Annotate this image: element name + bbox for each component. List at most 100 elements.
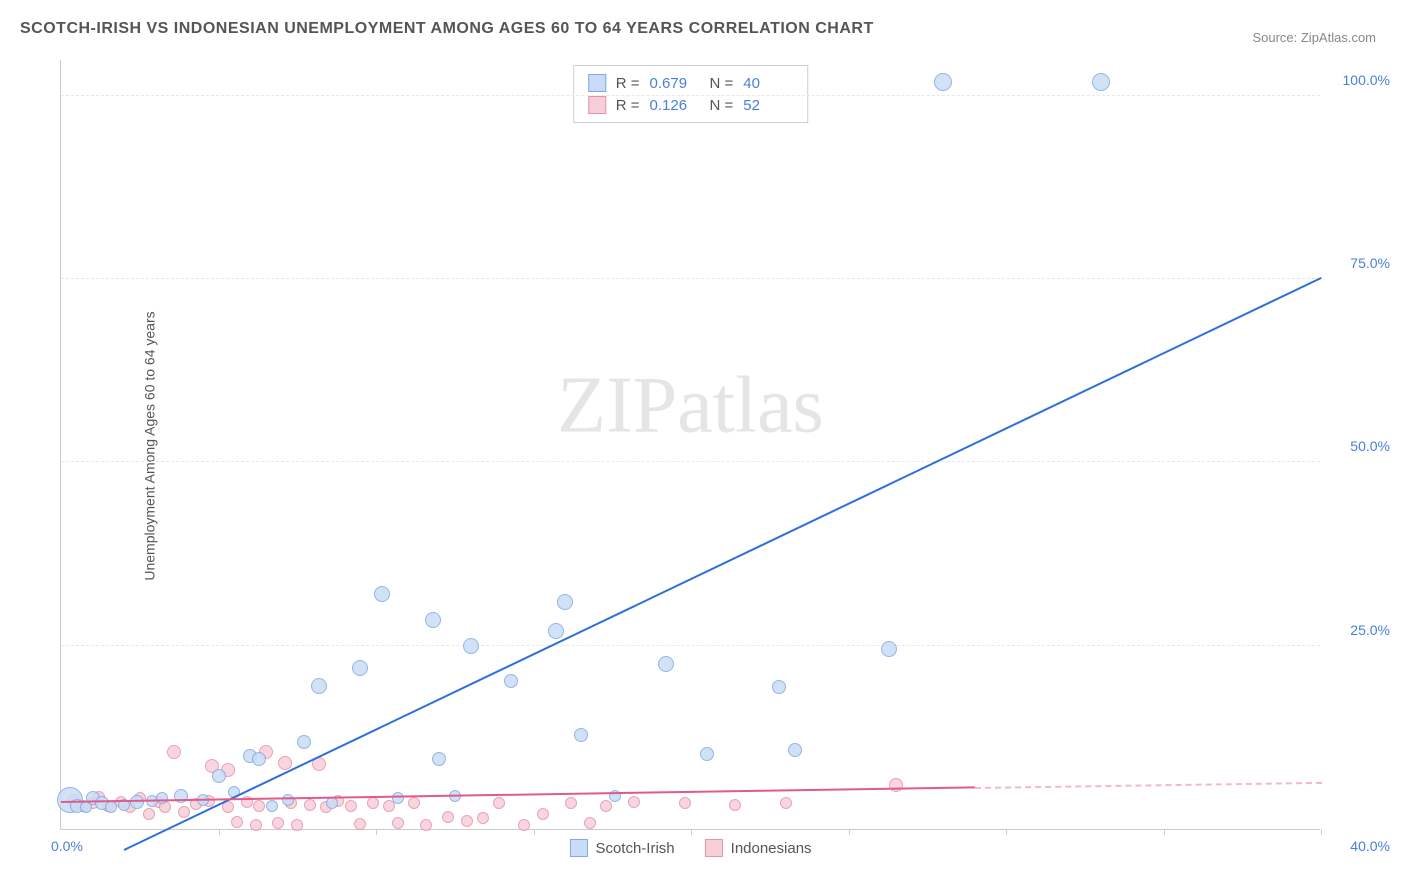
scatter-point-series1 bbox=[504, 674, 518, 688]
scatter-point-series2 bbox=[628, 796, 640, 808]
swatch-series1 bbox=[588, 74, 606, 92]
y-tick-label: 75.0% bbox=[1350, 255, 1390, 271]
scatter-point-series1 bbox=[658, 656, 674, 672]
r-label: R = bbox=[616, 97, 640, 114]
scatter-point-series2 bbox=[442, 811, 454, 823]
swatch-series2 bbox=[588, 96, 606, 114]
x-tick bbox=[1006, 829, 1007, 835]
scatter-point-series1 bbox=[212, 769, 226, 783]
legend-item-series1: Scotch-Irish bbox=[569, 839, 674, 857]
legend-label-series2: Indonesians bbox=[731, 840, 812, 857]
source-attribution: Source: ZipAtlas.com bbox=[1252, 30, 1376, 45]
x-tick bbox=[219, 829, 220, 835]
legend-label-series1: Scotch-Irish bbox=[595, 840, 674, 857]
x-axis-end-label: 40.0% bbox=[1350, 838, 1390, 854]
stats-row-series2: R = 0.126 N = 52 bbox=[588, 94, 794, 116]
scatter-point-series2 bbox=[408, 797, 420, 809]
legend-swatch-series2 bbox=[705, 839, 723, 857]
scatter-point-series2 bbox=[250, 819, 262, 831]
scatter-point-series1 bbox=[297, 735, 311, 749]
scatter-point-series1 bbox=[374, 586, 390, 602]
scatter-point-series2 bbox=[537, 808, 549, 820]
gridline-horizontal bbox=[61, 645, 1320, 646]
gridline-horizontal bbox=[61, 95, 1320, 96]
legend-swatch-series1 bbox=[569, 839, 587, 857]
scatter-point-series2 bbox=[253, 800, 265, 812]
scatter-point-series1 bbox=[772, 680, 786, 694]
x-tick bbox=[849, 829, 850, 835]
scatter-point-series2 bbox=[272, 817, 284, 829]
y-tick-label: 50.0% bbox=[1350, 438, 1390, 454]
scatter-point-series2 bbox=[679, 797, 691, 809]
scatter-point-series1 bbox=[557, 594, 573, 610]
scatter-point-series2 bbox=[167, 745, 181, 759]
scatter-point-series2 bbox=[345, 800, 357, 812]
scatter-point-series2 bbox=[461, 815, 473, 827]
scatter-point-series2 bbox=[889, 778, 903, 792]
scatter-point-series2 bbox=[354, 818, 366, 830]
scatter-point-series1 bbox=[156, 792, 168, 804]
x-tick bbox=[1164, 829, 1165, 835]
scatter-point-series2 bbox=[143, 808, 155, 820]
scatter-point-series1 bbox=[700, 747, 714, 761]
trend-line-series2-extrapolation bbox=[974, 782, 1321, 789]
chart-plot-area: ZIPatlas R = 0.679 N = 40 R = 0.126 N = … bbox=[60, 60, 1320, 830]
n-value-series2: 52 bbox=[743, 97, 793, 114]
x-tick bbox=[534, 829, 535, 835]
x-tick bbox=[376, 829, 377, 835]
scatter-point-series1 bbox=[425, 612, 441, 628]
scatter-point-series1 bbox=[463, 638, 479, 654]
scatter-point-series2 bbox=[420, 819, 432, 831]
scatter-point-series1 bbox=[574, 728, 588, 742]
scatter-point-series1 bbox=[326, 797, 338, 809]
scatter-point-series2 bbox=[584, 817, 596, 829]
scatter-point-series2 bbox=[477, 812, 489, 824]
scatter-point-series2 bbox=[565, 797, 577, 809]
scatter-point-series2 bbox=[518, 819, 530, 831]
scatter-point-series2 bbox=[729, 799, 741, 811]
legend: Scotch-Irish Indonesians bbox=[569, 839, 811, 857]
chart-title: SCOTCH-IRISH VS INDONESIAN UNEMPLOYMENT … bbox=[20, 20, 874, 38]
x-tick bbox=[691, 829, 692, 835]
n-value-series1: 40 bbox=[743, 75, 793, 92]
legend-item-series2: Indonesians bbox=[705, 839, 812, 857]
scatter-point-series1 bbox=[432, 752, 446, 766]
n-label: N = bbox=[710, 97, 734, 114]
scatter-point-series1 bbox=[282, 794, 294, 806]
scatter-point-series1 bbox=[881, 641, 897, 657]
scatter-point-series2 bbox=[600, 800, 612, 812]
watermark: ZIPatlas bbox=[557, 361, 824, 452]
scatter-point-series1 bbox=[130, 795, 144, 809]
scatter-point-series2 bbox=[291, 819, 303, 831]
scatter-point-series1 bbox=[352, 660, 368, 676]
scatter-point-series1 bbox=[105, 801, 117, 813]
scatter-point-series1 bbox=[934, 73, 952, 91]
scatter-point-series1 bbox=[788, 743, 802, 757]
x-tick bbox=[1321, 829, 1322, 835]
scatter-point-series1 bbox=[266, 800, 278, 812]
scatter-point-series2 bbox=[780, 797, 792, 809]
n-label: N = bbox=[710, 75, 734, 92]
y-tick-label: 100.0% bbox=[1343, 72, 1390, 88]
scatter-point-series2 bbox=[493, 797, 505, 809]
scatter-point-series2 bbox=[278, 756, 292, 770]
scatter-point-series2 bbox=[178, 806, 190, 818]
gridline-horizontal bbox=[61, 461, 1320, 462]
scatter-point-series1 bbox=[1092, 73, 1110, 91]
r-value-series2: 0.126 bbox=[650, 97, 700, 114]
trend-line-series1 bbox=[124, 277, 1322, 851]
scatter-point-series2 bbox=[231, 816, 243, 828]
gridline-horizontal bbox=[61, 278, 1320, 279]
stats-row-series1: R = 0.679 N = 40 bbox=[588, 72, 794, 94]
scatter-point-series1 bbox=[548, 623, 564, 639]
r-label: R = bbox=[616, 75, 640, 92]
scatter-point-series2 bbox=[392, 817, 404, 829]
scatter-point-series1 bbox=[252, 752, 266, 766]
y-tick-label: 25.0% bbox=[1350, 622, 1390, 638]
r-value-series1: 0.679 bbox=[650, 75, 700, 92]
scatter-point-series2 bbox=[367, 797, 379, 809]
x-axis-origin-label: 0.0% bbox=[51, 838, 83, 854]
scatter-point-series1 bbox=[311, 678, 327, 694]
scatter-point-series1 bbox=[392, 792, 404, 804]
scatter-point-series2 bbox=[304, 799, 316, 811]
